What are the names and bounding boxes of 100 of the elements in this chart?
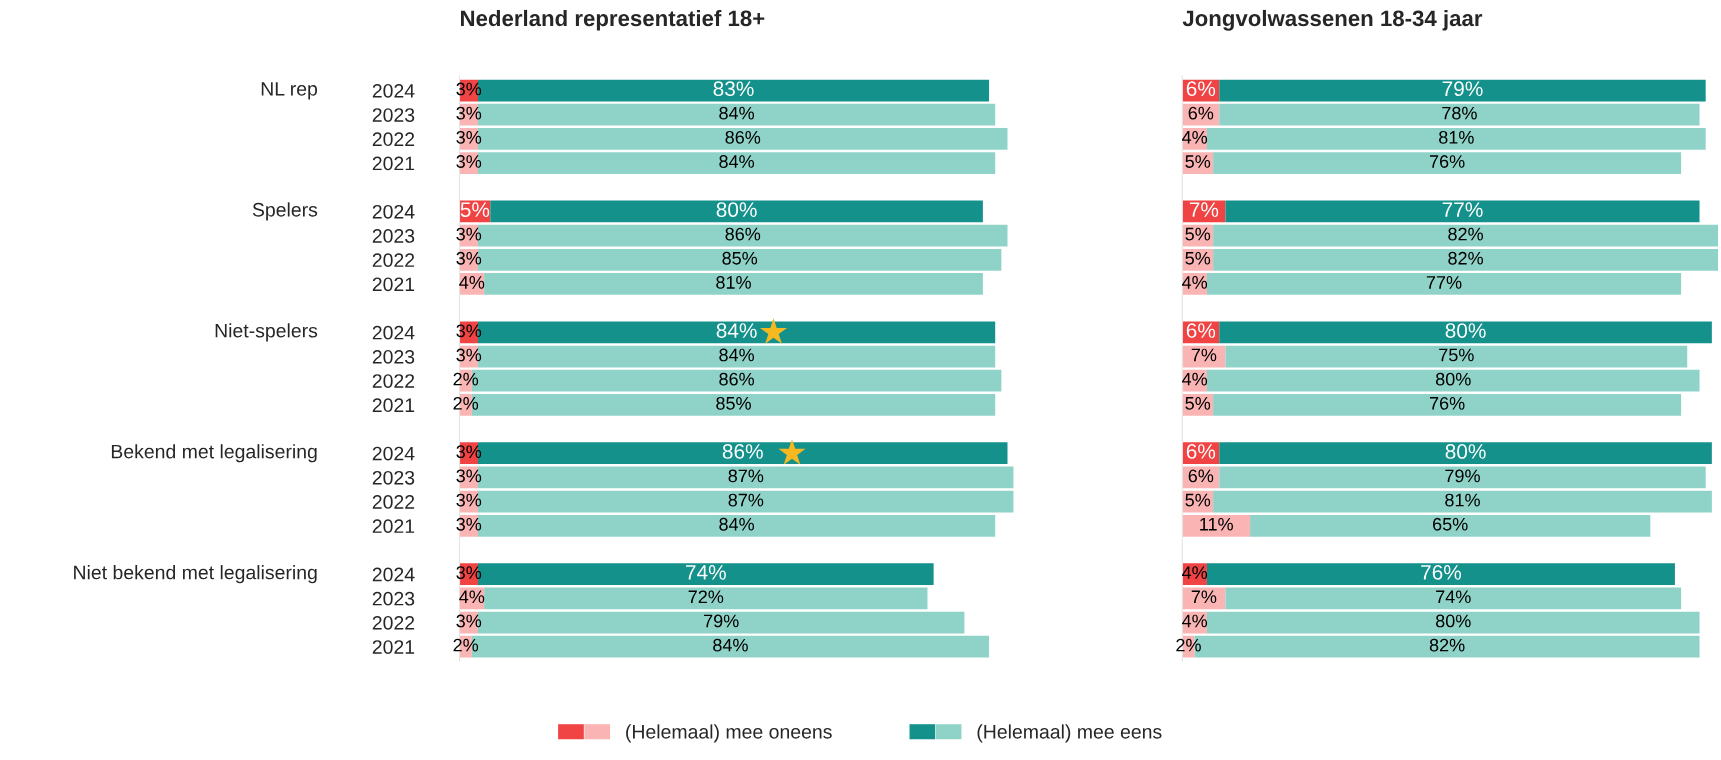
data-label: 79% (1442, 81, 1483, 97)
data-label: 77% (1426, 276, 1462, 289)
data-label: 6% (1188, 106, 1214, 120)
data-label: 5% (1185, 493, 1211, 507)
data-label: 6% (1186, 323, 1216, 338)
data-label: 81% (1445, 493, 1480, 507)
data-label: 5% (1185, 155, 1211, 168)
data-label: 76% (1429, 396, 1465, 410)
data-label: 80% (1435, 614, 1471, 628)
data-label: 4% (1182, 131, 1208, 144)
y-tick-label: 2021 (372, 398, 415, 413)
bar (1250, 514, 1651, 537)
data-label: 3% (456, 251, 482, 265)
data-label: 3% (456, 130, 482, 144)
data-label: 7% (1189, 202, 1219, 217)
data-label: 4% (459, 590, 485, 604)
bar (1206, 563, 1675, 586)
bar (1225, 587, 1682, 610)
data-label: 3% (456, 106, 482, 120)
data-label: 79% (1445, 469, 1480, 483)
y-tick-label: 2021 (372, 640, 415, 654)
y-tick-label: 2021 (372, 156, 415, 171)
bar (1219, 79, 1706, 102)
y-tick-label: 2024 (372, 446, 415, 461)
data-label: 2% (453, 372, 479, 386)
bar (1182, 587, 1226, 610)
data-label: 3% (456, 348, 482, 362)
text: Spelers (252, 202, 318, 221)
bar (1213, 393, 1682, 416)
y-tick-label: 2022 (372, 253, 415, 268)
chart-title: Nederland representatief 18+ (460, 9, 765, 31)
data-label: 80% (716, 202, 757, 218)
data-label: 76% (1429, 155, 1465, 168)
legend-label: (Helemaal) mee eens (977, 724, 1162, 743)
y-tick-label: 2022 (372, 132, 415, 147)
y-tick-label: 2023 (372, 349, 415, 364)
y-tick-label: 2024 (372, 83, 415, 98)
data-label: 83% (713, 81, 754, 97)
bar (1213, 152, 1682, 174)
y-tick-label: 2021 (372, 519, 415, 534)
data-label: 80% (1435, 372, 1471, 386)
data-label: 7% (1191, 590, 1217, 604)
data-label: 3% (456, 469, 482, 483)
y-tick-label: 2024 (372, 204, 415, 219)
data-label: 79% (704, 614, 739, 628)
y-tick-label: 2022 (372, 615, 415, 630)
data-label: 3% (456, 517, 482, 531)
data-label: 74% (686, 565, 726, 580)
data-label: 87% (728, 493, 764, 507)
bar (1213, 248, 1719, 271)
bar (490, 200, 983, 223)
bar (1213, 490, 1712, 513)
data-label: 11% (1200, 517, 1233, 531)
data-label: 72% (688, 590, 724, 604)
data-label: 2% (453, 638, 479, 652)
data-label: 3% (456, 614, 482, 628)
bar (1206, 369, 1700, 392)
bar (1219, 466, 1706, 489)
data-label: 3% (456, 493, 482, 507)
data-label: 77% (1442, 202, 1483, 217)
data-label: 84% (719, 155, 755, 168)
bar (484, 587, 928, 610)
bar (1206, 273, 1682, 295)
bar (1225, 200, 1700, 223)
bar (484, 273, 983, 295)
data-label: 2% (453, 396, 479, 410)
y-tick-label: 2023 (372, 591, 415, 606)
data-label: 5% (1185, 251, 1211, 265)
data-label: 78% (1442, 106, 1477, 120)
data-label: 4% (1182, 372, 1208, 386)
y-tick-label: 2023 (372, 108, 415, 122)
data-label: 5% (1185, 397, 1211, 410)
data-label: 84% (719, 348, 755, 362)
data-label: 82% (1448, 227, 1483, 241)
y-tick-label: 2024 (372, 567, 415, 582)
y-tick-label: 2021 (372, 277, 415, 292)
data-label: 76% (1421, 564, 1462, 580)
y-tick-label: 2022 (372, 495, 415, 509)
text: Niet bekend met legalisering (74, 565, 317, 584)
data-label: 6% (1186, 444, 1216, 459)
bar (1206, 127, 1706, 150)
bar (1219, 442, 1712, 465)
data-label: 84% (713, 638, 748, 652)
bar (1225, 345, 1688, 368)
data-label: 81% (716, 276, 751, 289)
data-label: 74% (1436, 590, 1471, 604)
y-tick-label: 2024 (372, 325, 415, 340)
data-label: 84% (719, 106, 755, 120)
y-tick-label: 2023 (372, 229, 415, 243)
data-label: 86% (722, 444, 763, 459)
legend-label: (Helemaal) mee oneens (626, 724, 832, 743)
data-label: 85% (716, 396, 751, 410)
data-label: 84% (719, 517, 755, 531)
data-label: 65% (1433, 517, 1468, 531)
data-label: 75% (1439, 348, 1474, 362)
data-label: 4% (459, 276, 485, 289)
data-label: 2% (1176, 638, 1201, 652)
data-label: 6% (1186, 81, 1216, 97)
data-label: 85% (722, 251, 758, 265)
bar (1213, 224, 1719, 247)
